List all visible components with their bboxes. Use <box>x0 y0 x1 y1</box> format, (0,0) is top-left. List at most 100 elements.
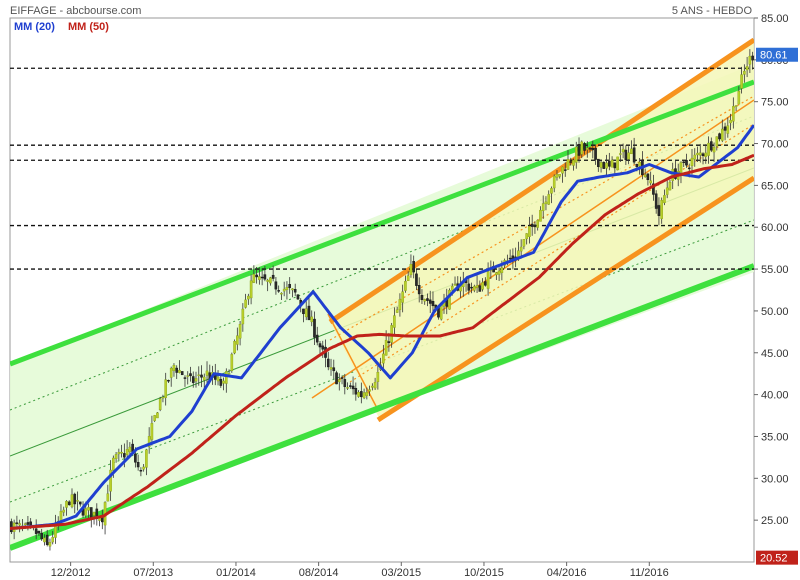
x-tick-label: 10/2015 <box>464 567 504 579</box>
y-tick-label: 45.00 <box>761 348 789 360</box>
last-price-tag: 80.61 <box>756 47 798 62</box>
candle-body <box>329 367 333 370</box>
candle-body <box>632 147 636 163</box>
candle-body <box>153 415 156 421</box>
candle-body <box>737 90 741 105</box>
x-tick-label: 04/2016 <box>547 567 587 579</box>
candle-body <box>145 449 148 468</box>
moving-averages <box>10 124 754 530</box>
candle-body <box>726 125 730 134</box>
candle-body <box>158 398 162 411</box>
candle-body <box>62 509 66 513</box>
svg-text:20.52: 20.52 <box>760 553 788 565</box>
candle-body <box>561 166 564 174</box>
candle-body <box>23 523 27 525</box>
candle-body <box>663 195 666 203</box>
candle-body <box>585 147 589 150</box>
candle-body <box>376 372 380 382</box>
candle-body <box>484 281 487 286</box>
candle-body <box>613 162 617 169</box>
candle-body <box>605 162 608 169</box>
candle-body <box>89 507 93 519</box>
candle-body <box>252 274 256 283</box>
candle-body <box>544 201 548 205</box>
candle-body <box>291 288 294 291</box>
candle-body <box>552 175 556 189</box>
candle-body <box>112 457 115 471</box>
candle-body <box>745 66 749 71</box>
candle-body <box>178 369 181 373</box>
y-tick-label: 85.00 <box>761 13 789 25</box>
candle-body <box>743 70 746 75</box>
x-tick-label: 12/2012 <box>51 567 91 579</box>
candle-body <box>652 183 655 195</box>
candle-body <box>522 239 526 247</box>
candle-body <box>274 281 278 290</box>
candle-body <box>387 341 391 343</box>
candle-body <box>608 161 611 167</box>
candle-body <box>555 174 559 178</box>
candle-body <box>219 378 223 386</box>
candle-body <box>417 285 421 295</box>
candle-body <box>572 159 575 166</box>
candle-body <box>732 106 735 122</box>
candle-body <box>594 147 597 160</box>
candle-body <box>368 389 371 392</box>
candle-body <box>415 273 418 286</box>
y-axis: 85.0080.0075.0070.0065.0060.0055.0050.00… <box>754 13 789 527</box>
candle-body <box>247 295 250 300</box>
candle-body <box>588 147 592 150</box>
candle-body <box>18 523 21 526</box>
candle-body <box>751 55 754 61</box>
ma20-line <box>10 124 754 530</box>
candle-body <box>508 257 512 260</box>
x-tick-label: 08/2014 <box>299 567 339 579</box>
candle-body <box>654 193 658 209</box>
candle-body <box>384 340 388 356</box>
candle-body <box>478 285 482 292</box>
candle-body <box>271 274 275 279</box>
candle-body <box>580 141 584 155</box>
candle-body <box>395 309 399 313</box>
candle-body <box>500 267 504 273</box>
candle-body <box>269 277 272 284</box>
candle-body <box>660 200 663 219</box>
candle-body <box>125 449 129 455</box>
candle-body <box>525 233 528 240</box>
candle-body <box>420 295 424 300</box>
candle-body <box>665 187 669 195</box>
candle-body <box>690 157 694 166</box>
candle-body <box>583 143 586 151</box>
y-tick-label: 55.00 <box>761 264 789 276</box>
candle-body <box>134 453 137 463</box>
candle-body <box>470 286 473 289</box>
candle-body <box>244 299 247 308</box>
candle-body <box>230 354 234 371</box>
candle-body <box>180 371 184 376</box>
candle-body <box>624 149 628 160</box>
candle-body <box>277 290 280 292</box>
candle-body <box>136 462 140 468</box>
candle-body <box>467 283 471 291</box>
candle-body <box>337 379 341 383</box>
candle-body <box>109 469 112 492</box>
candle-body <box>233 340 236 354</box>
candle-body <box>431 301 435 307</box>
candle-body <box>335 372 338 385</box>
candle-body <box>43 537 46 543</box>
candle-body <box>473 286 476 291</box>
candle-body <box>197 374 201 377</box>
svg-text:80.61: 80.61 <box>760 50 788 62</box>
candle-body <box>723 126 727 131</box>
candle-body <box>326 358 330 368</box>
candle-body <box>189 373 192 377</box>
candle-body <box>255 274 258 278</box>
candle-body <box>114 454 118 459</box>
candle-body <box>343 379 347 387</box>
candle-body <box>349 385 352 387</box>
y-tick-label: 50.00 <box>761 306 789 318</box>
x-tick-label: 01/2014 <box>216 567 256 579</box>
x-tick-label: 11/2016 <box>630 567 669 579</box>
candle-body <box>202 376 206 381</box>
